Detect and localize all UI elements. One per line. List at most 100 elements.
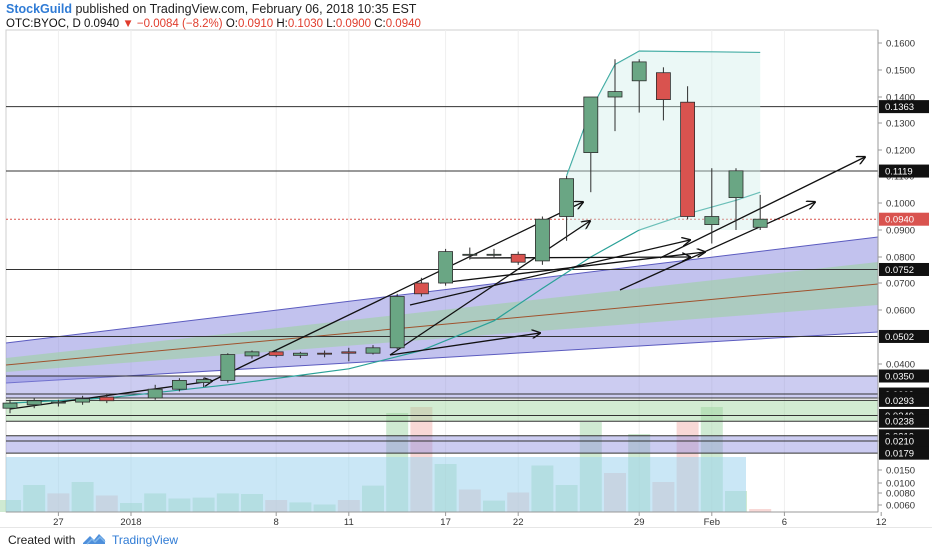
price-tick-label: 0.1000 — [886, 199, 915, 210]
price-tick-label: 0.0800 — [886, 253, 915, 264]
candle — [292, 352, 308, 356]
candle — [244, 351, 260, 357]
time-axis: 27 2018 8 11 17 22 29 Feb 6 12 — [6, 511, 886, 527]
regression-channels — [5, 236, 879, 454]
price-tick-label: 0.0900 — [886, 226, 915, 237]
time-tick-label: 17 — [440, 517, 451, 527]
candle — [704, 216, 720, 225]
price-tick-label: 0.0700 — [886, 279, 915, 290]
tradingview-brand[interactable]: TradingView — [112, 533, 179, 547]
candle — [341, 351, 357, 354]
price-tick-label: 0.1600 — [886, 39, 915, 50]
level-tag — [879, 393, 929, 407]
level-tag-label: 0.0502 — [885, 332, 914, 343]
time-tick-label: 27 — [53, 517, 64, 527]
candle — [486, 253, 502, 256]
candle — [196, 379, 212, 383]
price-chart[interactable]: 0.16000.15000.14000.13000.12000.11000.10… — [0, 0, 932, 527]
price-tick-label: 0.1200 — [886, 146, 915, 157]
time-tick-label: 29 — [634, 517, 645, 527]
candle — [559, 178, 574, 217]
price-tick-label: 0.0080 — [886, 489, 915, 500]
high-label: H: — [276, 18, 288, 30]
level-tag-label: 0.0752 — [885, 265, 914, 276]
candle — [728, 170, 744, 199]
candle — [268, 351, 284, 356]
price-tick-label: 0.1500 — [886, 66, 915, 77]
low-value: 0.0900 — [335, 18, 372, 30]
open-label: O: — [225, 18, 238, 30]
open-value: 0.0910 — [237, 18, 274, 30]
ema-line — [9, 191, 761, 404]
level-tag — [879, 434, 929, 448]
level-tag-label: 0.0940 — [885, 215, 914, 226]
candle — [26, 400, 42, 406]
candle — [99, 396, 115, 402]
close-value: 0.0940 — [385, 18, 421, 30]
candle — [680, 101, 695, 217]
level-tag — [879, 100, 929, 114]
level-tag-label: 0.0293 — [885, 396, 914, 407]
volume-bar — [749, 509, 772, 512]
candle — [510, 253, 526, 263]
support-band — [6, 400, 878, 422]
footer: Created with TradingView — [0, 527, 932, 551]
close-label: C: — [374, 18, 386, 30]
trend-arrows-layer — [9, 157, 865, 410]
price-tick-label: 0.0100 — [886, 479, 915, 490]
trend-arrow — [619, 202, 815, 291]
level-tag — [879, 262, 929, 276]
trend-arrow — [409, 240, 690, 306]
level-tag — [879, 446, 929, 460]
level-tag — [879, 414, 929, 428]
support-band — [6, 435, 878, 454]
time-tick-label: 2018 — [120, 517, 141, 527]
price-tick-label: 0.0600 — [886, 306, 915, 317]
time-tick-label: 11 — [344, 517, 354, 527]
price-axis: 0.16000.15000.14000.13000.12000.11000.10… — [877, 30, 932, 512]
candle — [438, 251, 454, 284]
level-tag — [879, 164, 929, 178]
trend-arrow — [469, 257, 690, 258]
price-tick-label: 0.0150 — [886, 466, 915, 477]
volume-overlay — [6, 457, 746, 512]
level-tag-label: 0.0210 — [885, 437, 914, 448]
candle — [389, 296, 405, 349]
candle — [75, 398, 90, 403]
level-tag — [879, 212, 929, 226]
candle — [535, 218, 550, 262]
level-tag-label: 0.1363 — [885, 102, 914, 113]
trend-arrow — [659, 157, 865, 259]
candle — [220, 354, 236, 381]
candles-layer — [2, 59, 768, 414]
price-tick-label: 0.0060 — [886, 501, 915, 512]
price-change: ▼ −0.0084 (−8.2%) — [122, 18, 223, 30]
channel-edge — [5, 331, 879, 384]
tradingview-logo-icon[interactable] — [82, 531, 106, 547]
candle — [413, 282, 429, 295]
level-tag — [879, 369, 929, 383]
low-label: L: — [326, 18, 336, 30]
ohlc-header: OTC:BYOC, D 0.0940 ▼ −0.0084 (−8.2%) O:0… — [6, 18, 421, 30]
trend-arrow — [211, 202, 583, 382]
level-tag-label: 0.1119 — [885, 167, 913, 178]
publish-header: StockGuild published on TradingView.com,… — [6, 2, 416, 16]
time-tick-label: 22 — [513, 517, 524, 527]
trend-arrow — [389, 221, 590, 356]
candle — [462, 253, 478, 256]
price-tick-label: 0.1400 — [886, 93, 915, 104]
channel-edge — [5, 236, 879, 344]
candle — [656, 72, 671, 100]
level-tag-label: 0.0238 — [885, 417, 914, 428]
candle — [51, 401, 66, 404]
support-band — [6, 376, 878, 398]
level-tag-label: 0.0350 — [885, 372, 914, 383]
candle — [317, 352, 333, 355]
created-with-text: Created with — [8, 533, 76, 547]
candle — [583, 96, 599, 153]
last-price: 0.0940 — [83, 18, 120, 30]
publisher-name[interactable]: StockGuild — [6, 2, 72, 16]
published-text: published on TradingView.com, February 0… — [71, 2, 417, 16]
candle — [752, 218, 768, 228]
trend-arrow — [389, 333, 540, 356]
